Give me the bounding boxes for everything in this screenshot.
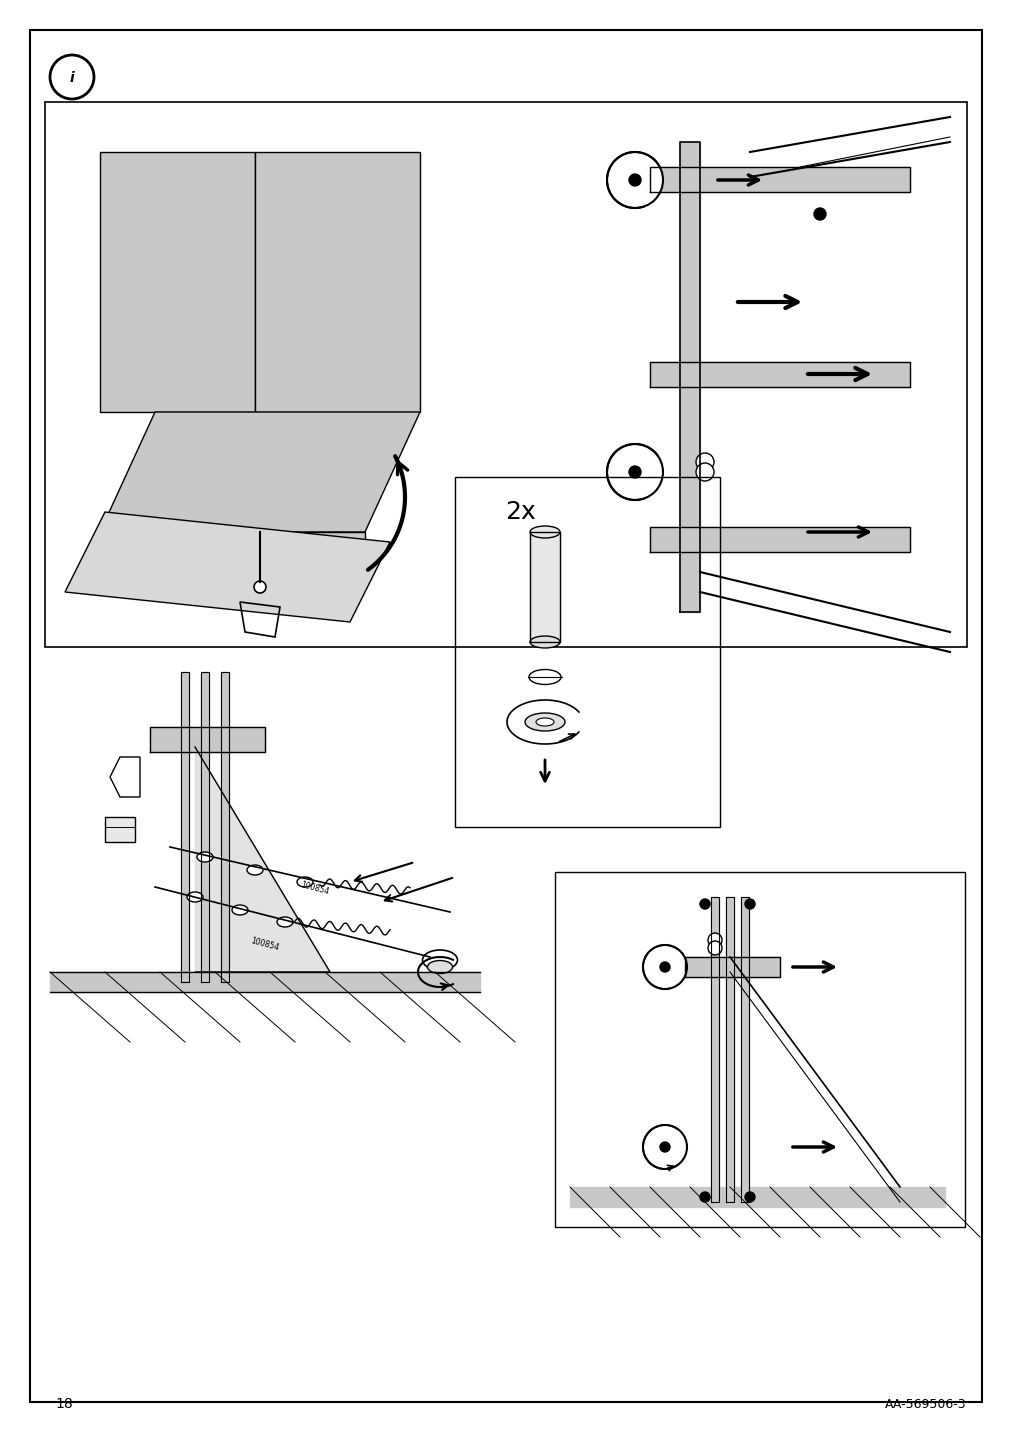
Polygon shape — [110, 758, 140, 798]
Circle shape — [607, 444, 662, 500]
Bar — [554, 872, 964, 1227]
Circle shape — [700, 899, 710, 909]
Ellipse shape — [197, 852, 212, 862]
Ellipse shape — [422, 949, 457, 969]
Polygon shape — [684, 957, 779, 977]
Circle shape — [659, 962, 669, 972]
Polygon shape — [181, 672, 189, 982]
Circle shape — [607, 152, 662, 208]
Bar — [455, 477, 719, 828]
Polygon shape — [100, 412, 420, 533]
Polygon shape — [50, 972, 479, 992]
Polygon shape — [150, 727, 265, 752]
Text: 2x: 2x — [504, 500, 535, 524]
Circle shape — [708, 941, 721, 955]
Text: 18: 18 — [55, 1398, 73, 1411]
Ellipse shape — [296, 876, 312, 886]
Ellipse shape — [525, 713, 564, 730]
Bar — [44, 102, 967, 647]
Circle shape — [708, 934, 721, 947]
Polygon shape — [740, 896, 748, 1201]
Polygon shape — [220, 672, 228, 982]
Polygon shape — [100, 533, 365, 587]
Circle shape — [696, 463, 714, 481]
Polygon shape — [201, 672, 209, 982]
Ellipse shape — [530, 526, 559, 538]
Polygon shape — [711, 896, 718, 1201]
Circle shape — [254, 581, 266, 593]
Polygon shape — [649, 527, 909, 551]
Circle shape — [700, 1191, 710, 1201]
Circle shape — [744, 899, 754, 909]
Circle shape — [744, 1191, 754, 1201]
Polygon shape — [725, 896, 733, 1201]
Circle shape — [642, 1126, 686, 1169]
Polygon shape — [105, 818, 134, 842]
Ellipse shape — [529, 670, 560, 684]
Text: AA-569506-3: AA-569506-3 — [885, 1398, 967, 1411]
Ellipse shape — [427, 961, 452, 974]
Polygon shape — [100, 152, 255, 412]
Text: i: i — [70, 72, 74, 84]
Ellipse shape — [187, 892, 203, 902]
Polygon shape — [649, 362, 909, 387]
Text: 100854: 100854 — [299, 879, 330, 896]
Circle shape — [696, 453, 714, 471]
Polygon shape — [530, 533, 559, 642]
Circle shape — [659, 1141, 669, 1151]
Circle shape — [629, 465, 640, 478]
Ellipse shape — [536, 717, 553, 726]
Polygon shape — [65, 513, 389, 621]
Polygon shape — [255, 152, 420, 412]
Circle shape — [642, 945, 686, 990]
Circle shape — [813, 208, 825, 221]
Polygon shape — [569, 1187, 944, 1207]
Text: 100854: 100854 — [250, 935, 280, 952]
Ellipse shape — [232, 905, 248, 915]
Ellipse shape — [530, 636, 559, 649]
Ellipse shape — [277, 916, 293, 927]
Circle shape — [50, 54, 94, 99]
Polygon shape — [649, 168, 909, 192]
Polygon shape — [679, 142, 700, 611]
Circle shape — [629, 175, 640, 186]
Ellipse shape — [247, 865, 263, 875]
